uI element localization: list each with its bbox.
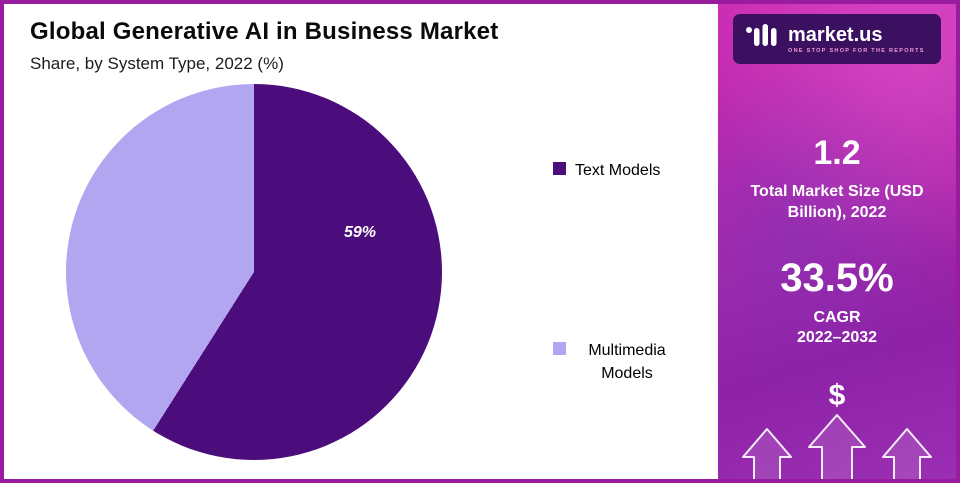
legend-swatch — [553, 162, 566, 175]
legend-label: Multimedia Models — [588, 342, 666, 383]
marketus-logo-icon — [745, 22, 779, 57]
brand-tagline: ONE STOP SHOP FOR THE REPORTS — [788, 47, 925, 54]
stat-market-size-value: 1.2 — [813, 134, 861, 172]
pie-data-label: 59% — [344, 224, 377, 241]
stat-cagr-value: 33.5% — [780, 255, 894, 300]
brand-name: market.us — [788, 23, 883, 46]
brand-side-panel: market.us ONE STOP SHOP FOR THE REPORTS … — [714, 4, 956, 479]
legend-label: Text Models — [575, 162, 661, 179]
chart-area: Global Generative AI in Business Market … — [4, 4, 714, 479]
growth-arrows-icon — [742, 414, 932, 479]
logo-text: market.us ONE STOP SHOP FOR THE REPORTS — [788, 25, 925, 54]
stat-cagr-label: CAGR 2022–2032 — [797, 308, 877, 350]
stat-market-size-label: Total Market Size (USD Billion), 2022 — [750, 183, 924, 221]
pie-chart — [66, 84, 442, 460]
chart-title: Global Generative AI in Business Market — [30, 18, 499, 45]
legend-swatch — [553, 342, 566, 355]
chart-subtitle: Share, by System Type, 2022 (%) — [30, 54, 284, 73]
stat-cagr-title: CAGR — [813, 308, 861, 326]
legend-item-multimedia-models: Multimedia Models — [553, 339, 679, 385]
logo-box: market.us ONE STOP SHOP FOR THE REPORTS — [733, 14, 941, 64]
legend-item-text-models: Text Models — [553, 159, 660, 182]
stat-cagr-years: 2022–2032 — [796, 329, 878, 347]
dollar-icon: $ — [828, 379, 846, 413]
